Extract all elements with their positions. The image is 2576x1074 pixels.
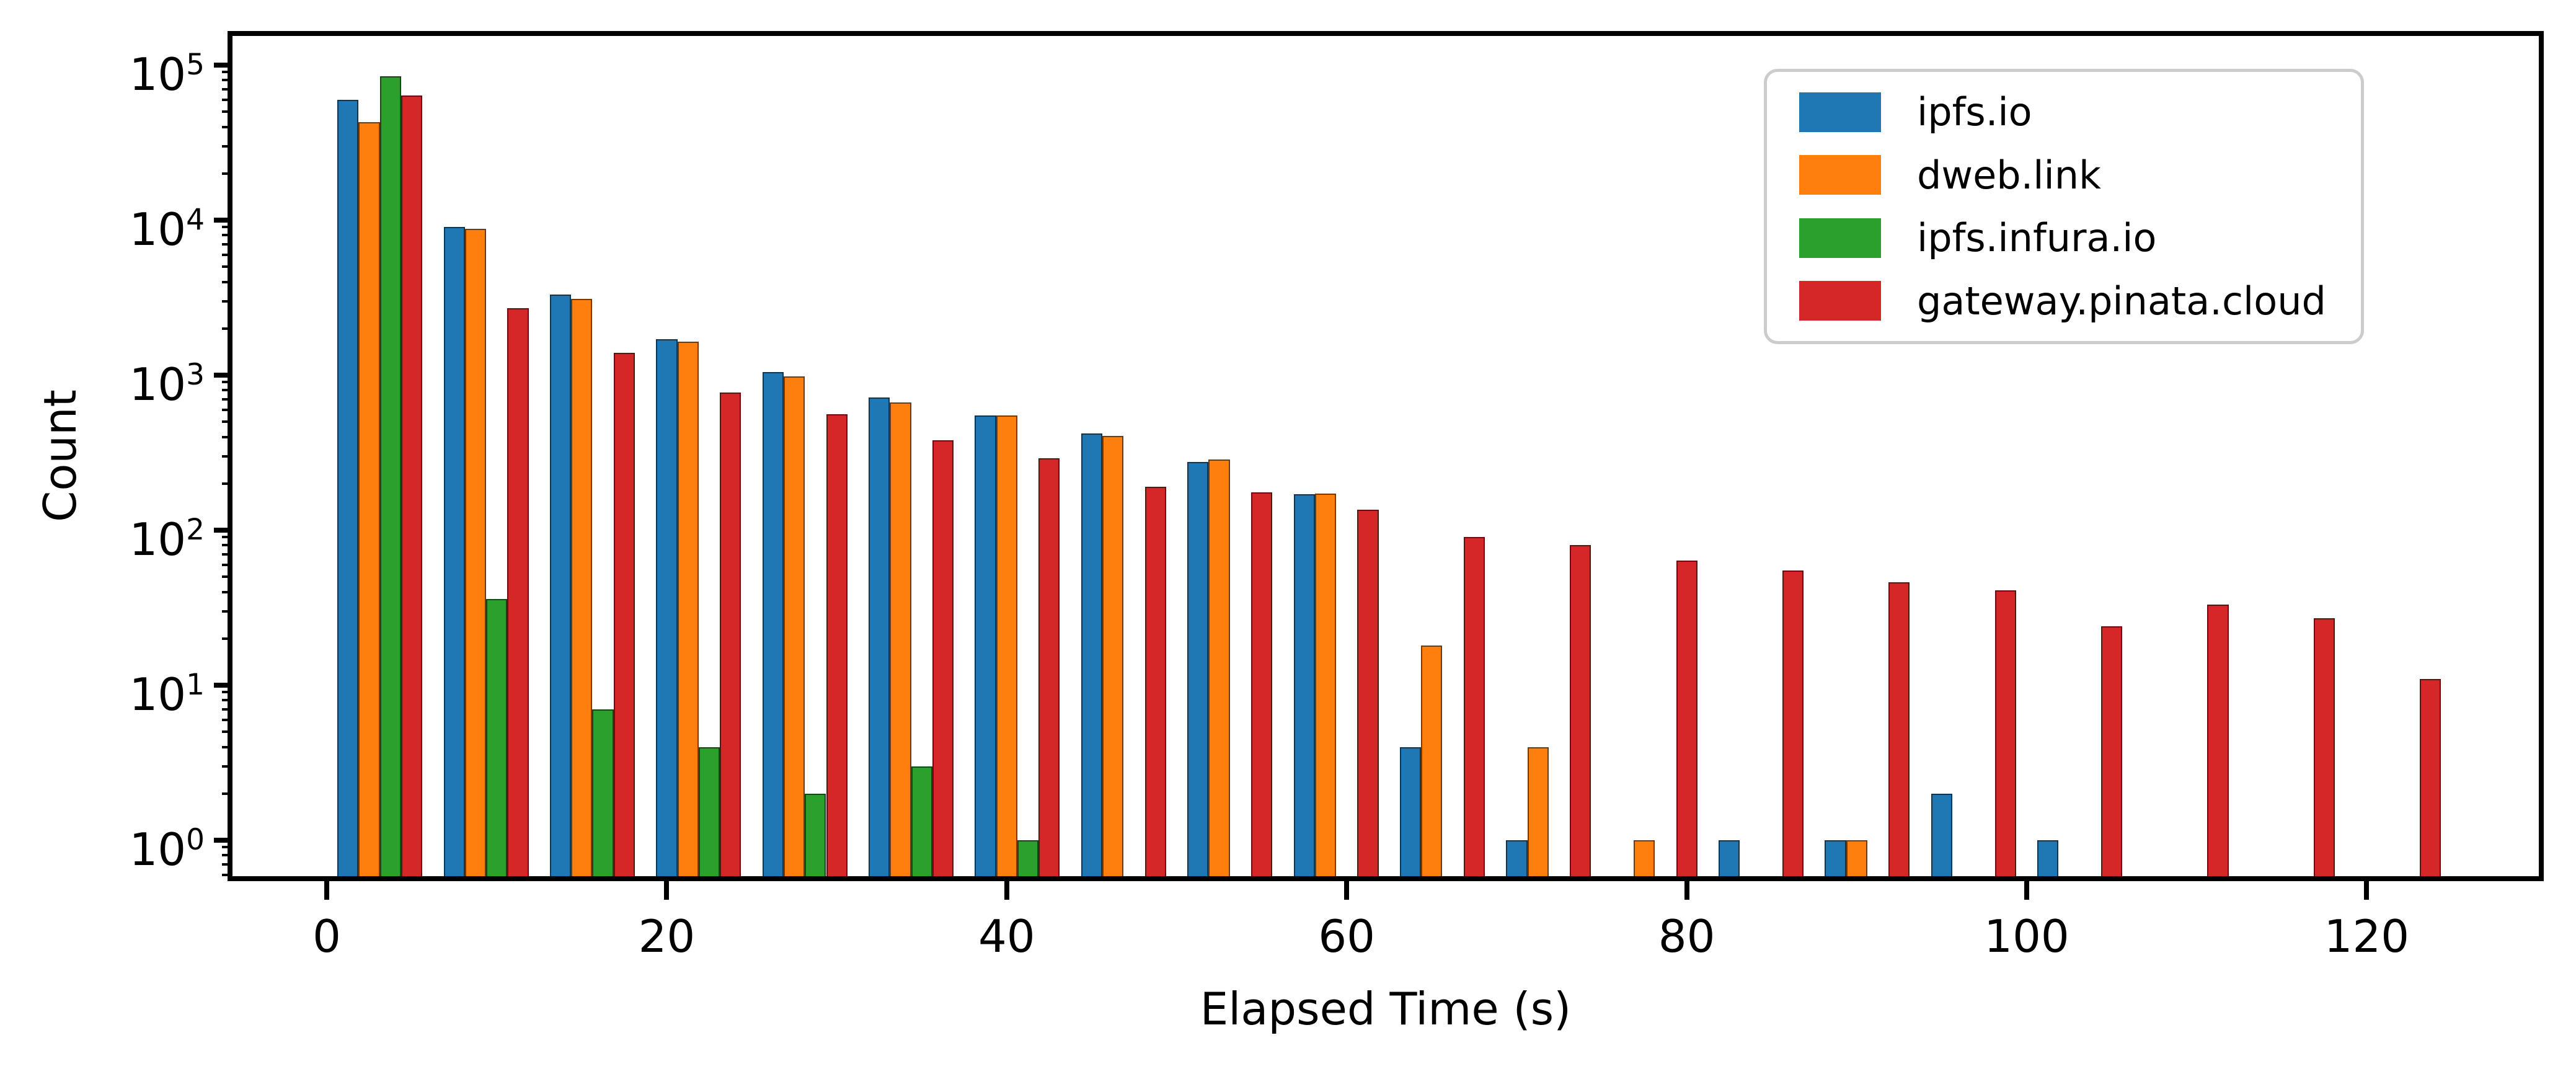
bar-gateway.pinata.cloud-bin15 [1994,590,2016,876]
bar-dweb.link-bin7 [1102,436,1124,876]
bar-ipfs.io-bin4 [762,371,784,876]
bar-ipfs.io-bin9 [1293,494,1315,876]
bar-ipfs.io-bin15 [1931,793,1953,876]
bar-dweb.link-bin10 [1421,646,1443,876]
legend-item-dweb-link: dweb.link [1799,153,2361,198]
bar-dweb.link-bin3 [677,341,699,876]
x-tick-40 [1004,881,1009,900]
bar-gateway.pinata.cloud-bin7 [1144,487,1166,876]
y-tick-label-10e3: 103 [129,358,205,411]
bar-gateway.pinata.cloud-bin17 [2207,605,2229,876]
bar-ipfs.io-bin7 [1081,433,1103,876]
bar-dweb.link-bin2 [571,299,593,876]
bar-ipfs.io-bin3 [656,339,678,876]
bar-dweb.link-bin12 [1633,840,1655,876]
y-tick-label-10e0: 100 [129,823,205,876]
bar-dweb.link-bin0 [358,122,380,876]
bar-ipfs.io-bin0 [337,99,359,876]
bar-gateway.pinata.cloud-bin2 [613,352,635,876]
x-tick-100 [2024,881,2029,900]
legend-item-ipfs-infura-io: ipfs.infura.io [1799,215,2361,260]
y-tick-label-10e5: 105 [129,48,205,100]
bar-dweb.link-bin8 [1208,459,1230,876]
legend: ipfs.io dweb.link ipfs.infura.io gateway… [1764,69,2364,344]
legend-label: gateway.pinata.cloud [1917,278,2326,324]
legend-item-gateway-pinata-cloud: gateway.pinata.cloud [1799,278,2361,324]
y-tick-label-10e4: 104 [129,203,205,255]
bar-gateway.pinata.cloud-bin10 [1463,537,1485,876]
legend-item-ipfs-io: ipfs.io [1799,89,2361,135]
legend-swatch-gateway-pinata-cloud [1799,281,1881,321]
bar-ipfs.infura.io-bin1 [486,598,508,876]
bar-ipfs.io-bin14 [1825,840,1846,876]
y-tick-label-10e2: 102 [129,513,205,566]
bar-gateway.pinata.cloud-bin16 [2101,626,2123,876]
bar-ipfs.io-bin16 [2037,840,2059,876]
bar-dweb.link-bin4 [783,376,805,876]
bar-dweb.link-bin1 [464,228,487,876]
x-tick-label-40: 40 [978,910,1035,962]
bar-ipfs.infura.io-bin0 [379,76,401,876]
bar-gateway.pinata.cloud-bin8 [1251,492,1273,876]
bar-dweb.link-bin6 [996,415,1017,876]
bar-gateway.pinata.cloud-bin1 [507,308,529,876]
x-tick-label-80: 80 [1658,910,1715,962]
bar-ipfs.io-bin11 [1506,840,1528,876]
bar-ipfs.infura.io-bin4 [805,793,826,876]
bar-gateway.pinata.cloud-bin5 [932,440,954,876]
bar-ipfs.io-bin5 [869,397,890,876]
bar-dweb.link-bin11 [1527,747,1549,876]
x-tick-label-20: 20 [638,910,696,962]
legend-swatch-ipfs-infura-io [1799,218,1881,258]
x-tick-label-60: 60 [1318,910,1375,962]
bar-gateway.pinata.cloud-bin19 [2420,678,2441,876]
bar-ipfs.io-bin10 [1399,747,1422,876]
bar-dweb.link-bin14 [1846,840,1867,876]
bar-gateway.pinata.cloud-bin4 [826,414,848,876]
y-axis-label: Count [34,389,86,522]
bar-ipfs.io-bin8 [1187,462,1209,876]
bar-ipfs.io-bin6 [975,415,996,876]
bar-dweb.link-bin9 [1314,494,1337,876]
bar-ipfs.io-bin13 [1719,840,1740,876]
bar-ipfs.infura.io-bin6 [1017,840,1039,876]
x-tick-120 [2364,881,2370,900]
bar-gateway.pinata.cloud-bin6 [1038,458,1060,876]
bar-gateway.pinata.cloud-bin12 [1676,560,1697,876]
legend-label: ipfs.infura.io [1917,215,2157,261]
legend-swatch-ipfs-io [1799,92,1881,132]
bar-gateway.pinata.cloud-bin18 [2313,618,2335,876]
bar-ipfs.infura.io-bin5 [911,766,932,876]
bar-gateway.pinata.cloud-bin9 [1357,509,1379,876]
bar-ipfs.io-bin1 [443,227,465,876]
bar-ipfs.infura.io-bin2 [592,709,614,876]
bar-gateway.pinata.cloud-bin11 [1570,545,1591,876]
legend-label: ipfs.io [1917,89,2032,135]
x-axis-label: Elapsed Time (s) [1200,983,1572,1035]
x-tick-label-120: 120 [2324,910,2410,962]
bar-gateway.pinata.cloud-bin0 [401,95,423,876]
legend-label: dweb.link [1917,152,2101,198]
x-tick-label-0: 0 [312,910,341,962]
bar-ipfs.io-bin2 [549,295,572,876]
bar-gateway.pinata.cloud-bin14 [1888,582,1910,876]
bar-dweb.link-bin5 [890,402,911,876]
x-tick-label-100: 100 [1984,910,2069,962]
x-tick-60 [1344,881,1350,900]
y-tick-label-10e1: 101 [129,668,205,721]
legend-swatch-dweb-link [1799,155,1881,195]
bar-gateway.pinata.cloud-bin13 [1782,570,1804,876]
bar-gateway.pinata.cloud-bin3 [720,393,741,876]
bar-ipfs.infura.io-bin3 [698,747,720,876]
x-tick-80 [1684,881,1689,900]
x-tick-0 [324,881,329,900]
x-tick-20 [664,881,670,900]
